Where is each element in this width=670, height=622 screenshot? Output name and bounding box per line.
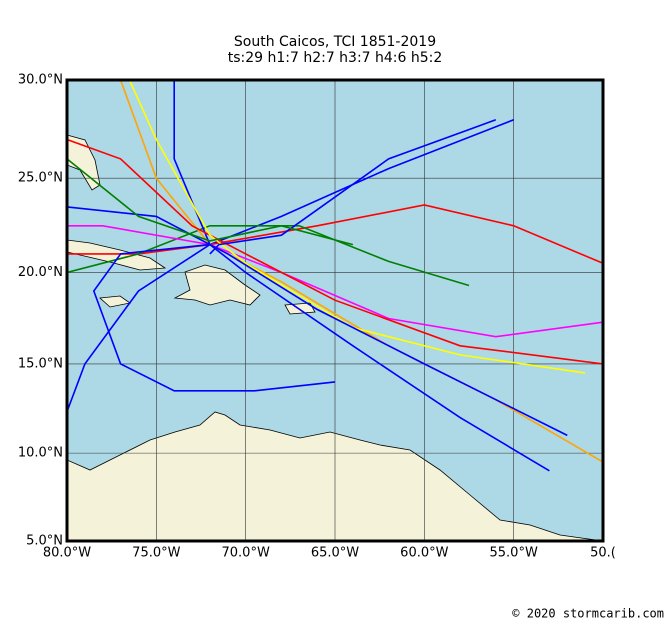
storm-track — [128, 80, 586, 374]
storm-track — [173, 80, 550, 472]
y-tick-label: 30.0°N — [18, 73, 63, 88]
x-tick-label: 60.0°W — [400, 546, 448, 561]
storm-track — [67, 138, 603, 365]
storm-track — [67, 158, 354, 246]
y-tick-label: 10.0°N — [18, 446, 63, 461]
x-tick-label: 70.0°W — [222, 546, 270, 561]
y-tick-label: 20.0°N — [18, 265, 63, 280]
x-tick-label: 55.0°W — [490, 546, 538, 561]
y-tick-label: 5.0°N — [26, 534, 63, 549]
x-tick-label: 75.0°W — [132, 546, 180, 561]
frame — [65, 78, 605, 543]
y-tick-label: 15.0°N — [18, 356, 63, 371]
credit: © 2020 stormcarib.com — [512, 607, 664, 621]
storm-track — [92, 243, 336, 392]
x-tick-label: 50.( — [590, 546, 616, 561]
subtitle: ts:29 h1:7 h2:7 h3:7 h4:6 h5:2 — [228, 50, 443, 66]
x-tick-label: 80.0°W — [43, 546, 91, 561]
storm-track — [67, 206, 568, 437]
storm-track — [209, 119, 497, 255]
storm-track — [67, 225, 470, 287]
title: South Caicos, TCI 1851-2019 — [234, 34, 436, 50]
x-tick-label: 65.0°W — [311, 546, 359, 561]
y-tick-label: 25.0°N — [18, 171, 63, 186]
